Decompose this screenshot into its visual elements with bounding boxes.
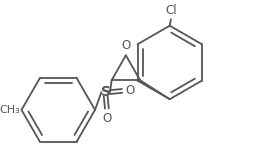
Text: O: O bbox=[121, 40, 130, 52]
Text: O: O bbox=[125, 84, 135, 97]
Text: O: O bbox=[102, 112, 111, 125]
Text: S: S bbox=[100, 85, 110, 99]
Text: CH₃: CH₃ bbox=[0, 105, 20, 115]
Text: Cl: Cl bbox=[164, 4, 176, 17]
